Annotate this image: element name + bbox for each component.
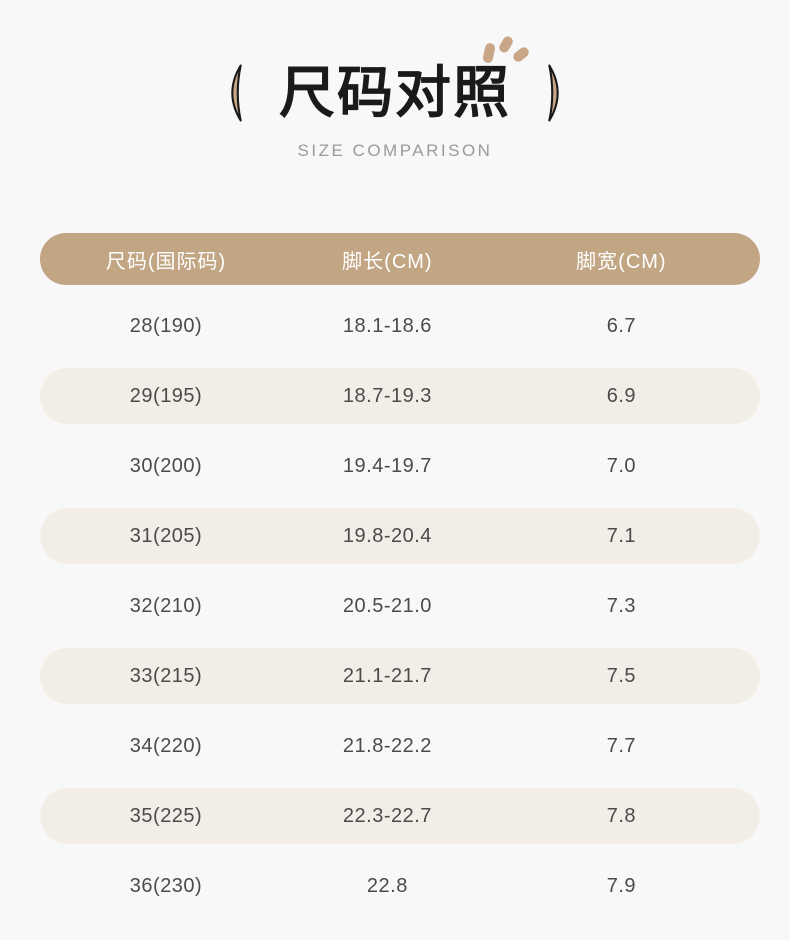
cell-size: 36(230) (129, 874, 203, 897)
left-bracket-icon (231, 64, 242, 122)
cell-foot-length: 18.7-19.3 (342, 384, 432, 407)
column-header-foot-length: 脚长(CM) (342, 250, 433, 273)
cell-size: 34(220) (129, 734, 203, 757)
table-row: 32(210) 20.5-21.0 7.3 (40, 571, 760, 641)
cell-foot-width: 7.0 (606, 454, 637, 477)
cell-foot-length: 21.1-21.7 (342, 664, 432, 687)
right-bracket-icon (548, 64, 559, 122)
size-comparison-table: 尺码(国际码) 脚长(CM) 脚宽(CM) 28(190) 18.1-18.6 … (40, 233, 760, 921)
page-subtitle: SIZE COMPARISON (297, 141, 493, 160)
cell-size: 30(200) (129, 454, 203, 477)
cell-foot-length: 19.8-20.4 (342, 524, 432, 547)
cell-foot-width: 7.9 (606, 874, 637, 897)
size-chart-title-row: 尺码对照 (0, 58, 790, 128)
cell-foot-width: 7.7 (606, 734, 637, 757)
cell-size: 35(225) (129, 804, 203, 827)
cell-size: 31(205) (129, 524, 203, 547)
cell-foot-length: 22.3-22.7 (342, 804, 432, 827)
cell-foot-width: 7.5 (606, 664, 637, 687)
cell-foot-width: 6.9 (606, 384, 637, 407)
table-row: 35(225) 22.3-22.7 7.8 (40, 781, 760, 851)
cell-size: 29(195) (129, 384, 203, 407)
column-header-size: 尺码(国际码) (105, 250, 227, 273)
sparkle-dashes-icon (482, 34, 534, 71)
cell-foot-width: 6.7 (606, 314, 637, 337)
cell-foot-width: 7.3 (606, 594, 637, 617)
cell-size: 33(215) (129, 664, 203, 687)
cell-foot-width: 7.8 (606, 804, 637, 827)
page-title: 尺码对照 (279, 61, 511, 124)
table-row: 33(215) 21.1-21.7 7.5 (40, 641, 760, 711)
table-row: 29(195) 18.7-19.3 6.9 (40, 361, 760, 431)
cell-foot-length: 21.8-22.2 (342, 734, 432, 757)
column-header-foot-width: 脚宽(CM) (576, 250, 667, 273)
table-row: 34(220) 21.8-22.2 7.7 (40, 711, 760, 781)
cell-size: 32(210) (129, 594, 203, 617)
table-row: 30(200) 19.4-19.7 7.0 (40, 431, 760, 501)
table-row: 28(190) 18.1-18.6 6.7 (40, 291, 760, 361)
cell-foot-length: 19.4-19.7 (342, 454, 432, 477)
cell-foot-length: 22.8 (366, 874, 408, 897)
cell-foot-length: 18.1-18.6 (342, 314, 432, 337)
cell-foot-width: 7.1 (606, 524, 637, 547)
cell-foot-length: 20.5-21.0 (342, 594, 432, 617)
table-header-row: 尺码(国际码) 脚长(CM) 脚宽(CM) (40, 233, 760, 285)
table-row: 31(205) 19.8-20.4 7.1 (40, 501, 760, 571)
table-body: 28(190) 18.1-18.6 6.7 29(195) 18.7-19.3 … (40, 291, 760, 921)
cell-size: 28(190) (129, 314, 203, 337)
table-row: 36(230) 22.8 7.9 (40, 851, 760, 921)
